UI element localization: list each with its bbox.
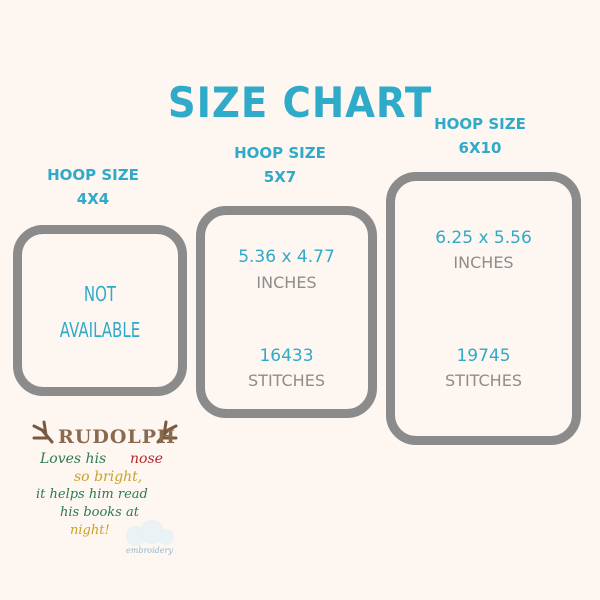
hoop-size-value: 5X7 [263, 168, 297, 186]
hoop-4x4-frame [13, 225, 187, 396]
not-available-line1: NOT [83, 282, 117, 306]
design-line: night! [70, 523, 110, 538]
design-line: his books at [60, 505, 139, 520]
not-available-line2: AVAILABLE [59, 318, 141, 342]
dimensions: 6.25 x 5.56 [435, 228, 532, 248]
design-heading: RUDOLPH [58, 426, 176, 448]
hoop-5x7-frame [196, 206, 377, 418]
hoop-4x4-label: HOOP SIZE 4X4 [13, 163, 173, 211]
design-line: so bright, [74, 469, 143, 485]
hoop-size-label: HOOP SIZE [47, 166, 139, 184]
stitch-count: 19745 [456, 346, 511, 366]
hoop-size-value: 6X10 [458, 139, 502, 157]
page-title: SIZE CHART [167, 78, 433, 127]
hoop-6x10-frame [386, 172, 581, 445]
hoop-size-label: HOOP SIZE [234, 144, 326, 162]
design-line: nose [130, 451, 163, 467]
stitches-unit: STITCHES [248, 371, 325, 390]
embroidery-design-preview: RUDOLPH Loves his nose so bright, it hel… [30, 418, 180, 568]
dimensions-unit: INCHES [256, 273, 317, 292]
hoop-5x7-label: HOOP SIZE 5X7 [200, 141, 360, 189]
dimensions-unit: INCHES [453, 253, 514, 272]
stitch-count: 16433 [259, 346, 314, 366]
hoop-size-value: 4X4 [76, 190, 110, 208]
hoop-6x10-label: HOOP SIZE 6X10 [400, 112, 560, 160]
hoop-size-label: HOOP SIZE [434, 115, 526, 133]
watermark: embroidery [126, 546, 173, 555]
dimensions: 5.36 x 4.77 [238, 247, 335, 267]
stitches-unit: STITCHES [445, 371, 522, 390]
design-line: it helps him read [36, 487, 148, 502]
cloud-icon [126, 520, 174, 546]
design-line: Loves his [40, 451, 107, 467]
antlers-icon [32, 420, 178, 444]
